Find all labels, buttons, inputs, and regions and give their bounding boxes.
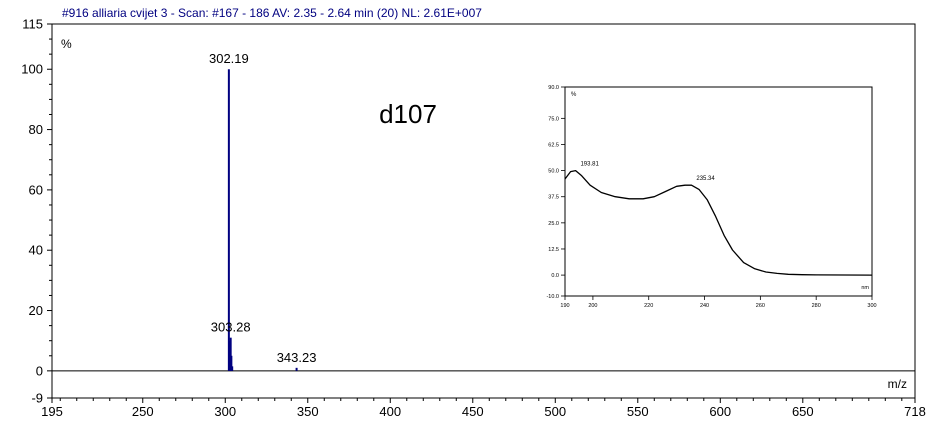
x-tick-label: 300 bbox=[214, 404, 236, 419]
x-tick-label: 450 bbox=[462, 404, 484, 419]
inset-frame bbox=[564, 86, 873, 297]
inset-y-tick-label: -10.0 bbox=[546, 294, 559, 300]
uv-spectrum-line bbox=[564, 169, 873, 276]
inset-y-tick-label: 12.5 bbox=[548, 247, 559, 253]
inset-x-tick-label: 300 bbox=[867, 303, 876, 309]
y-tick-label: 40 bbox=[29, 243, 43, 258]
x-tick-label: 650 bbox=[792, 404, 814, 419]
x-tick-label: 400 bbox=[379, 404, 401, 419]
y-tick-label: 80 bbox=[29, 122, 43, 137]
x-tick-label: 600 bbox=[709, 404, 731, 419]
x-tick-label: 250 bbox=[132, 404, 154, 419]
x-tick-label: 195 bbox=[41, 404, 63, 419]
y-tick-label: 60 bbox=[29, 182, 43, 197]
inset-y-axis-label: % bbox=[571, 92, 577, 98]
inset-x-tick-label: 200 bbox=[588, 303, 597, 309]
sample-annotation: d107 bbox=[379, 99, 437, 129]
inset-y-tick-label: 90.0 bbox=[548, 85, 559, 91]
inset-y-tick-label: 37.5 bbox=[548, 195, 559, 201]
plot-frame bbox=[51, 23, 916, 399]
inset-peak-label: 193.81 bbox=[580, 162, 599, 168]
y-tick-label: 115 bbox=[22, 17, 43, 32]
inset-x-axis-label: nm bbox=[861, 285, 869, 291]
chart-header: #916 alliaria cvijet 3 - Scan: #167 - 18… bbox=[62, 6, 482, 20]
inset-x-tick-label: 280 bbox=[812, 303, 821, 309]
y-tick-label: 0 bbox=[36, 363, 43, 378]
peak-label: 303.28 bbox=[211, 320, 251, 335]
peak-label: 343.23 bbox=[277, 350, 317, 365]
inset-y-tick-label: 75.0 bbox=[548, 116, 559, 122]
inset-y-tick-label: 25.0 bbox=[548, 221, 559, 227]
inset-x-tick-label: 240 bbox=[700, 303, 709, 309]
y-tick-label: 100 bbox=[21, 62, 43, 77]
y-axis-label: % bbox=[61, 37, 72, 51]
inset-x-tick-label: 220 bbox=[644, 303, 653, 309]
x-tick-label: 500 bbox=[544, 404, 566, 419]
y-tick-label: -9 bbox=[31, 391, 43, 406]
x-tick-label: 718 bbox=[904, 404, 926, 419]
peak-label: 302.19 bbox=[209, 51, 249, 66]
x-axis-label: m/z bbox=[888, 377, 907, 391]
x-tick-label: 550 bbox=[627, 404, 649, 419]
inset-peak-label: 235.34 bbox=[696, 176, 715, 182]
y-tick-label: 20 bbox=[29, 303, 43, 318]
x-tick-label: 350 bbox=[297, 404, 319, 419]
inset-x-tick-label: 190 bbox=[560, 303, 569, 309]
inset-y-tick-label: 50.0 bbox=[548, 169, 559, 175]
inset-y-tick-label: 62.5 bbox=[548, 142, 559, 148]
inset-y-tick-label: 0.0 bbox=[551, 273, 559, 279]
inset-x-tick-label: 260 bbox=[756, 303, 765, 309]
